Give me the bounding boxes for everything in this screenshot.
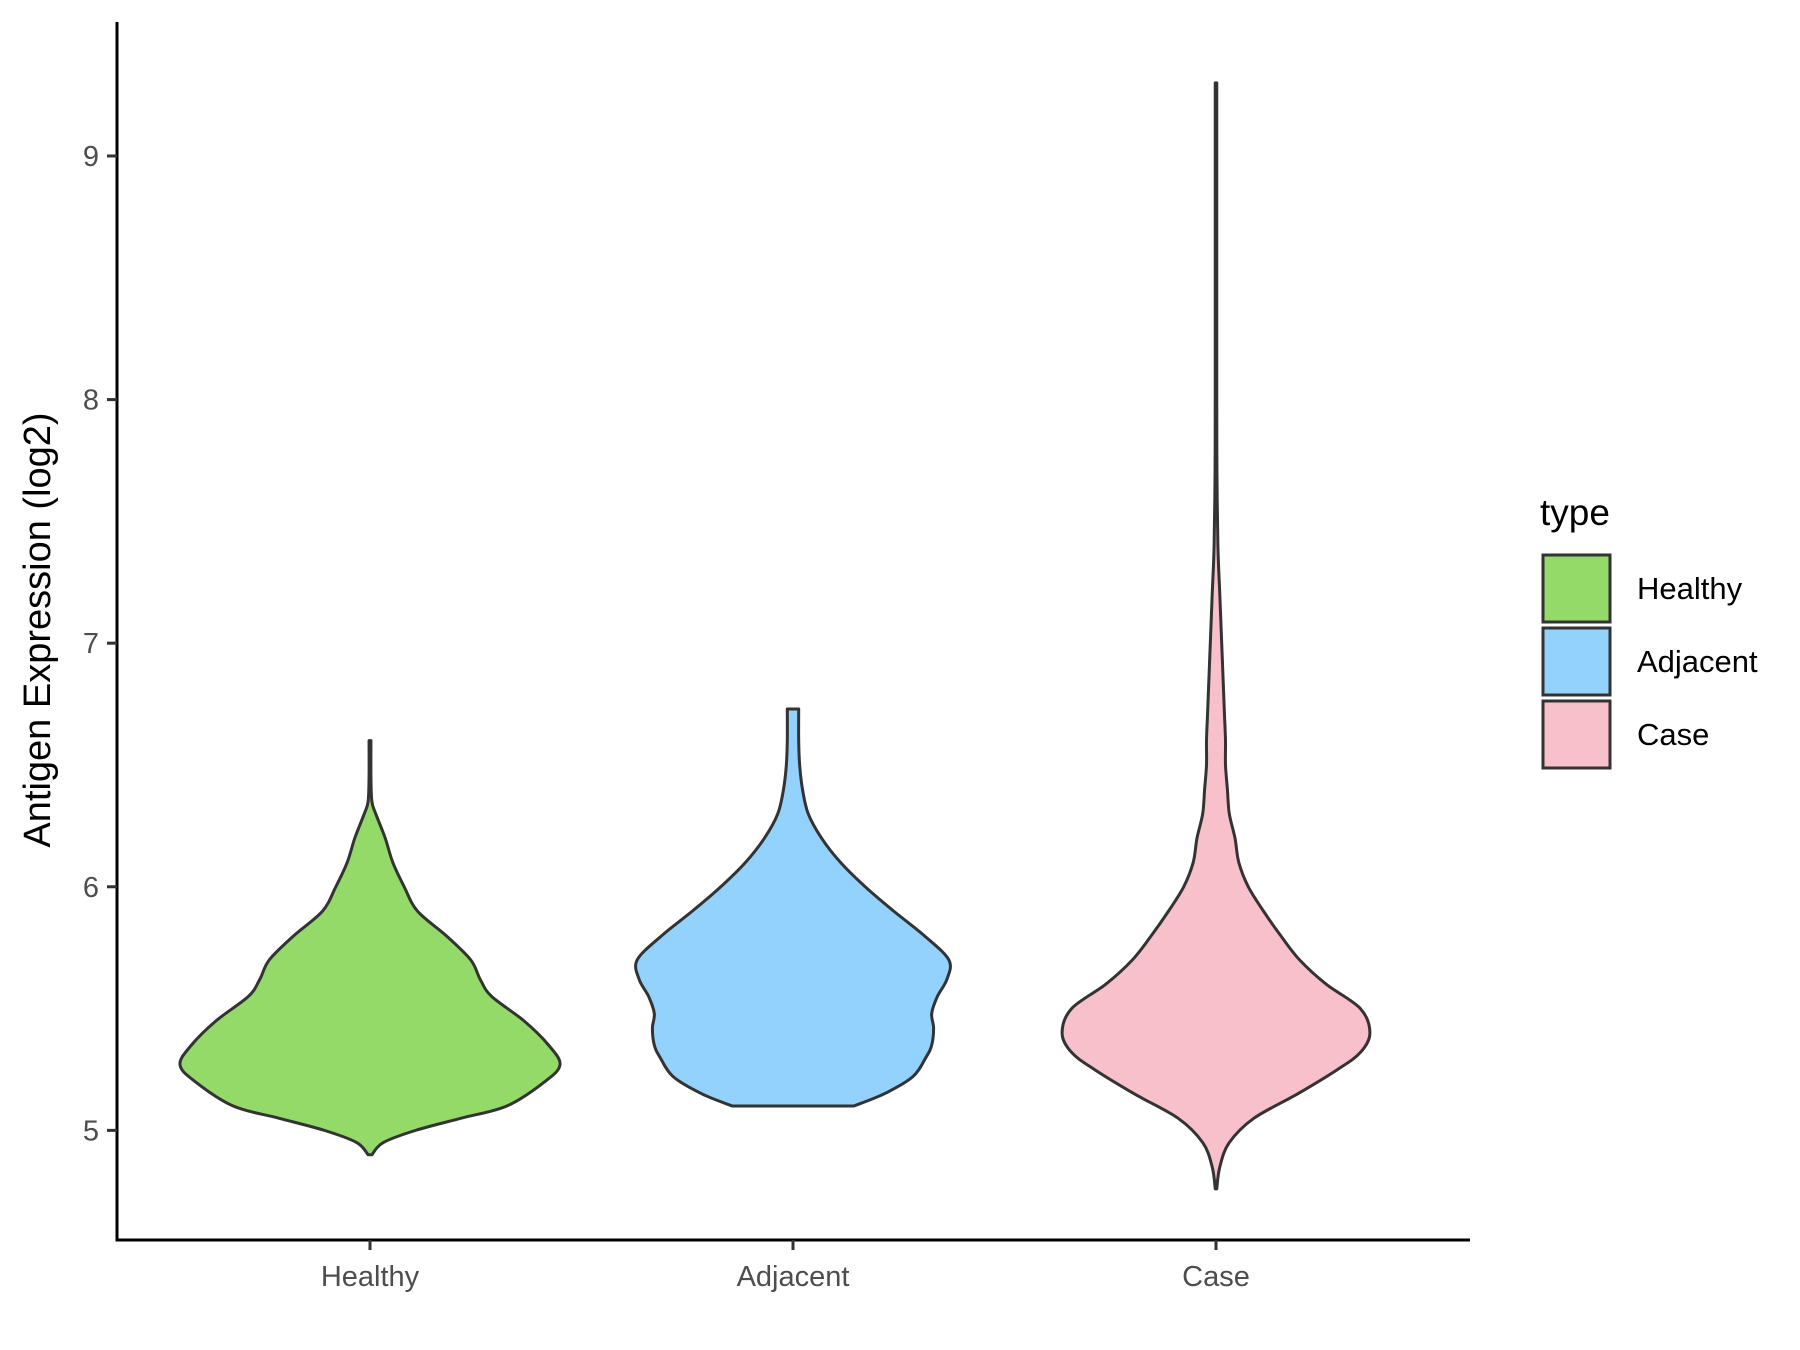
x-axis-ticks: Healthy Adjacent Case (321, 1240, 1250, 1293)
y-axis-ticks: 5 6 7 8 9 (83, 141, 117, 1147)
x-tick-label-adjacent: Adjacent (737, 1261, 850, 1293)
violin-case (1060, 81, 1372, 1191)
violin-adjacent (634, 707, 952, 1108)
legend-swatch-adjacent (1541, 626, 1612, 697)
y-tick-label: 8 (83, 385, 99, 417)
y-tick-label: 9 (83, 141, 99, 173)
y-tick-label: 6 (83, 872, 99, 904)
legend-label-adjacent: Adjacent (1637, 644, 1758, 679)
x-tick-label-healthy: Healthy (321, 1261, 420, 1293)
legend-swatch-case (1541, 699, 1612, 770)
legend-entry-case: Case (1541, 699, 1709, 770)
y-tick-label: 5 (83, 1115, 99, 1147)
legend-title: type (1540, 492, 1610, 533)
legend-entry-healthy: Healthy (1541, 553, 1743, 624)
y-axis-title: Antigen Expression (log2) (17, 412, 59, 847)
legend: type Healthy Adjacent Case (1540, 492, 1758, 770)
violin-healthy (178, 739, 562, 1157)
axes-layer: 5 6 7 8 9 Healthy Adjacent Case Antigen Expres… (17, 22, 1470, 1293)
legend-label-healthy: Healthy (1637, 571, 1743, 606)
legend-label-case: Case (1637, 717, 1709, 752)
x-tick-label-case: Case (1182, 1261, 1250, 1293)
legend-swatch-healthy (1541, 553, 1612, 624)
violins-layer (178, 81, 1372, 1191)
legend-entry-adjacent: Adjacent (1541, 626, 1758, 697)
y-tick-label: 7 (83, 628, 99, 660)
legend-entries: Healthy Adjacent Case (1541, 553, 1758, 770)
